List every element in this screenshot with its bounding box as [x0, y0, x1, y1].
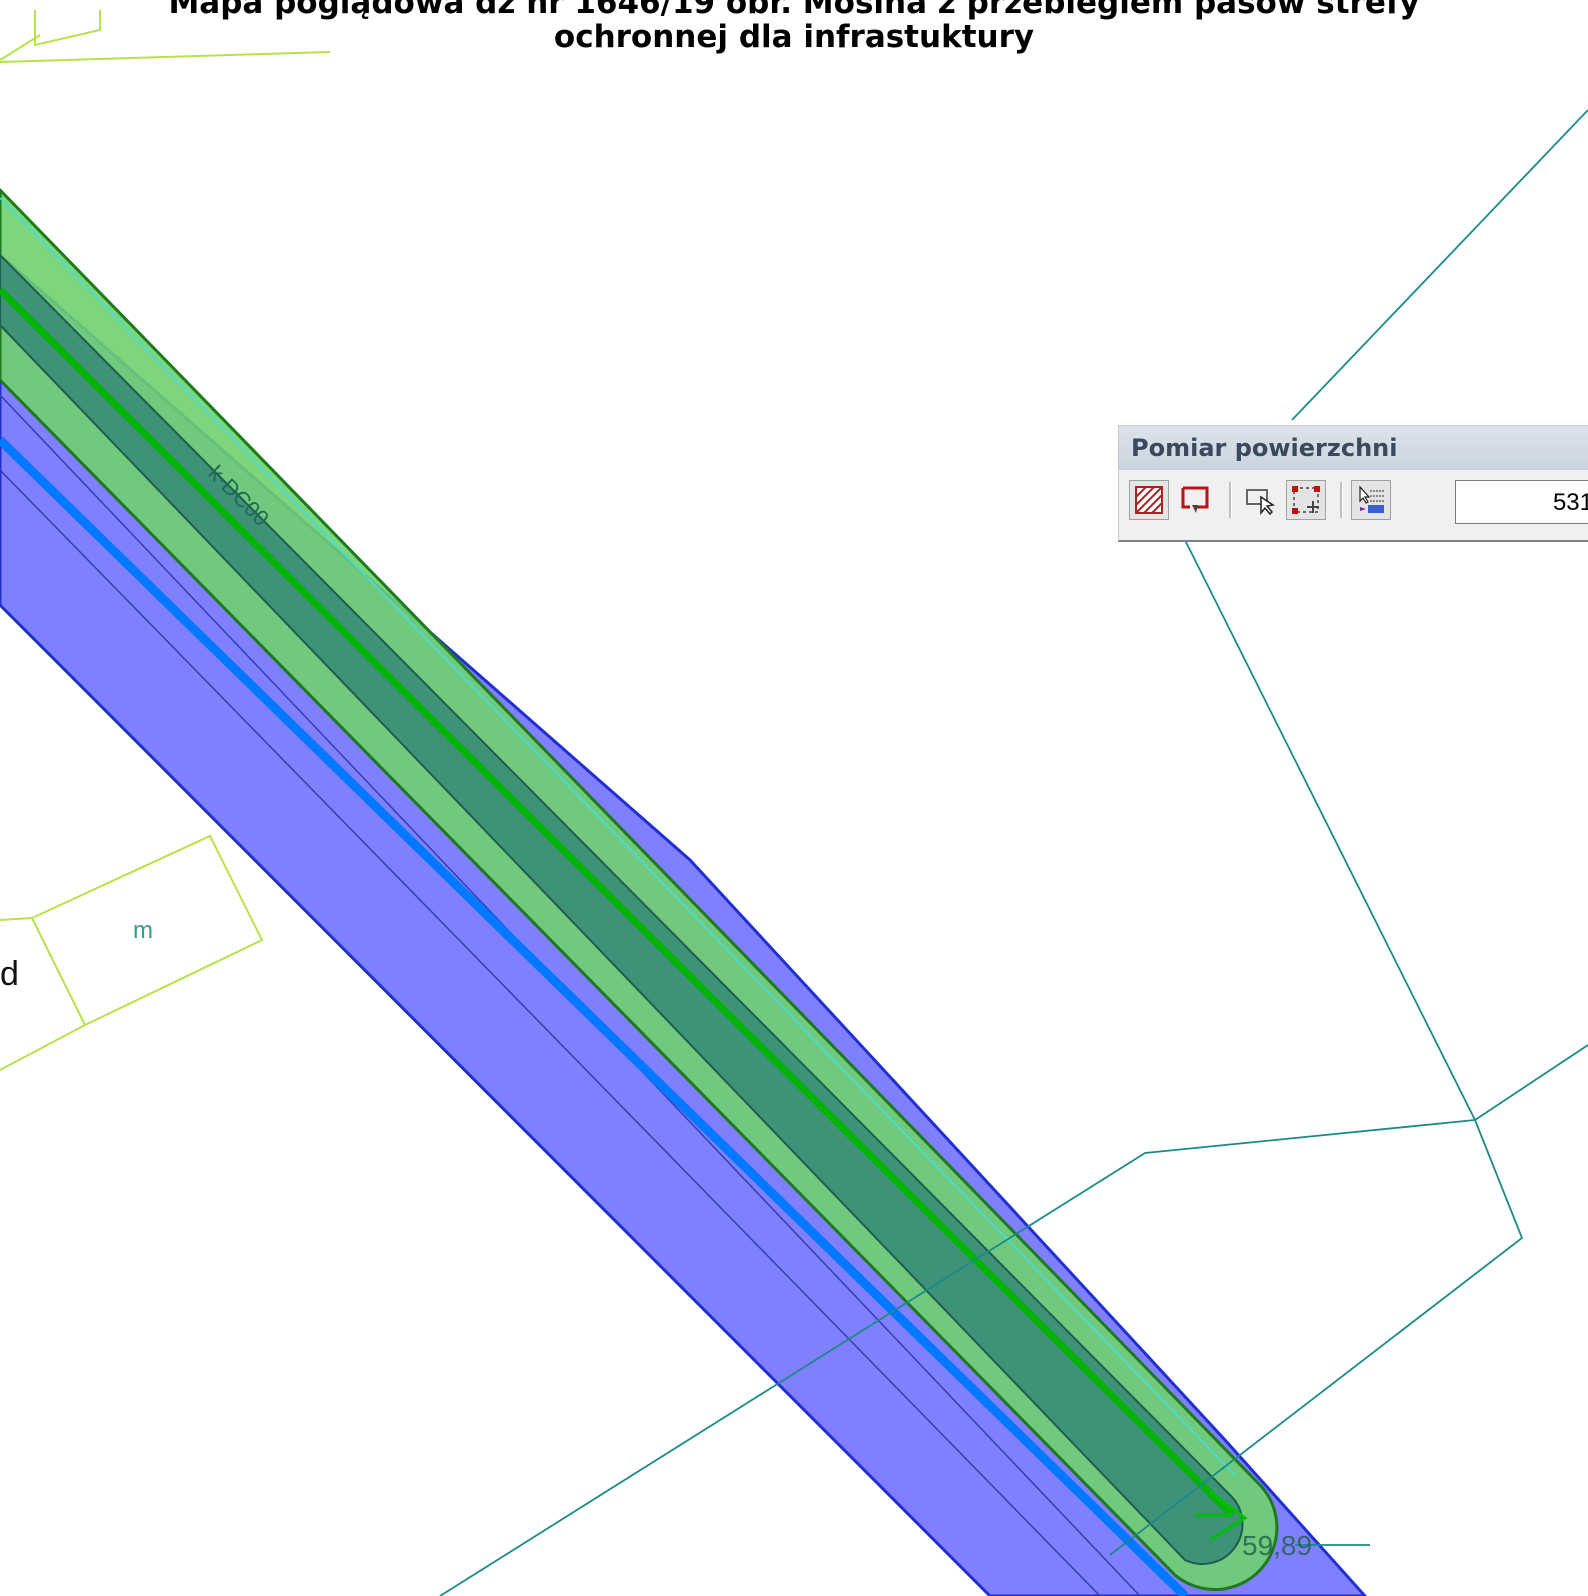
map-title-line2: ochronnej dla infrastuktury — [553, 19, 1035, 55]
map-title-line1: Mapa poglądowa dz nr 1646/19 obr. Mosina… — [168, 0, 1420, 21]
draw-polygon-icon[interactable] — [1175, 480, 1215, 520]
parcel-boundaries-teal — [439, 109, 1588, 1596]
cyan-boundary-line — [0, 197, 1236, 1476]
blue-pipe-line — [0, 436, 1189, 1596]
pipe-end-arrow-icon — [1195, 1490, 1248, 1542]
area-value-field[interactable]: 531,2 — [1455, 480, 1588, 524]
list-select-icon[interactable] — [1351, 480, 1391, 520]
toolbar-separator — [1340, 482, 1343, 518]
parcel-label-d: d — [0, 955, 19, 993]
panel-toolbar — [1129, 478, 1397, 522]
map-title: Mapa poglądowa dz nr 1646/19 obr. Mosina… — [0, 0, 1588, 54]
hatch-area-icon[interactable] — [1129, 480, 1169, 520]
parcel-label-m: m — [133, 917, 153, 944]
panel-title: Pomiar powierzchni — [1119, 426, 1588, 470]
point-select-icon[interactable] — [1286, 480, 1326, 520]
area-measure-panel: Pomiar powierzchni 531,2 — [1118, 425, 1588, 542]
toolbar-separator — [1229, 482, 1232, 518]
select-object-icon[interactable] — [1240, 480, 1280, 520]
green-pipe-line — [0, 287, 1235, 1518]
parcel-boundaries-lime — [0, 10, 331, 1071]
dimension-label: 59,89 — [1242, 1530, 1312, 1561]
